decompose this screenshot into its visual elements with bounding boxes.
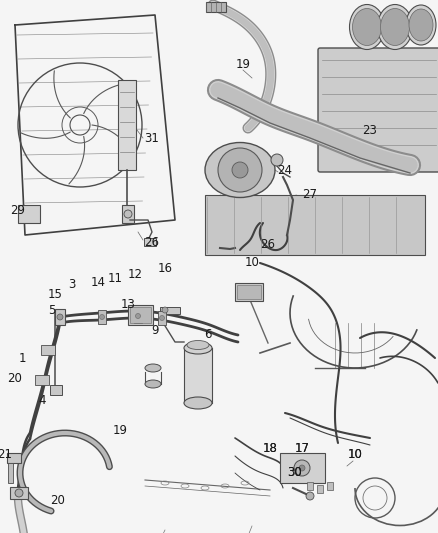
Bar <box>50 385 62 395</box>
Text: 12: 12 <box>127 268 142 280</box>
Ellipse shape <box>409 9 433 41</box>
Text: 6: 6 <box>204 328 212 342</box>
Bar <box>158 311 166 325</box>
Circle shape <box>299 465 305 471</box>
Bar <box>41 345 55 355</box>
Bar <box>237 285 261 299</box>
Text: 20: 20 <box>50 494 65 506</box>
Bar <box>10 487 28 499</box>
Text: 18: 18 <box>262 441 277 455</box>
Text: 27: 27 <box>303 189 318 201</box>
Circle shape <box>57 314 63 320</box>
Circle shape <box>99 314 105 319</box>
Bar <box>280 453 325 483</box>
Text: 5: 5 <box>48 303 56 317</box>
Ellipse shape <box>378 4 413 50</box>
Ellipse shape <box>187 341 209 350</box>
Bar <box>317 485 323 493</box>
Text: 30: 30 <box>288 465 302 479</box>
Text: 29: 29 <box>11 204 25 216</box>
Text: 20: 20 <box>7 372 22 384</box>
Bar <box>205 195 425 255</box>
Circle shape <box>135 313 141 319</box>
Text: 10: 10 <box>348 448 362 462</box>
Bar <box>35 375 49 385</box>
Ellipse shape <box>145 380 161 388</box>
Bar <box>144 238 156 246</box>
Circle shape <box>159 316 165 320</box>
Bar <box>18 205 40 223</box>
Circle shape <box>162 307 168 313</box>
Bar <box>307 482 313 490</box>
Text: 18: 18 <box>262 441 277 455</box>
Text: 19: 19 <box>113 424 127 437</box>
Text: 17: 17 <box>294 441 310 455</box>
Text: 1: 1 <box>18 351 26 365</box>
Bar <box>7 453 21 463</box>
Text: 30: 30 <box>288 465 302 479</box>
Ellipse shape <box>350 4 385 50</box>
Circle shape <box>124 210 132 218</box>
Text: 9: 9 <box>151 324 159 336</box>
Text: 21: 21 <box>0 448 13 462</box>
Text: 23: 23 <box>363 124 378 136</box>
Bar <box>118 80 136 170</box>
Bar <box>122 205 134 223</box>
Circle shape <box>218 148 262 192</box>
Text: 10: 10 <box>244 256 259 270</box>
Bar <box>134 309 142 323</box>
Bar <box>55 309 65 325</box>
Text: 11: 11 <box>107 272 123 286</box>
Text: 26: 26 <box>261 238 276 252</box>
Bar <box>128 305 153 325</box>
Circle shape <box>306 492 314 500</box>
Circle shape <box>271 154 283 166</box>
Bar <box>98 310 106 324</box>
Text: 31: 31 <box>145 132 159 144</box>
Ellipse shape <box>353 9 381 45</box>
Text: 19: 19 <box>236 59 251 71</box>
Text: 16: 16 <box>158 262 173 274</box>
FancyBboxPatch shape <box>318 48 438 172</box>
Bar <box>235 283 263 301</box>
Ellipse shape <box>205 142 275 198</box>
Ellipse shape <box>145 364 161 372</box>
Text: 15: 15 <box>48 288 63 302</box>
Bar <box>160 307 180 314</box>
Ellipse shape <box>184 342 212 354</box>
Circle shape <box>294 460 310 476</box>
Text: 13: 13 <box>120 298 135 311</box>
Circle shape <box>232 162 248 178</box>
Text: 24: 24 <box>278 164 293 176</box>
Text: 26: 26 <box>145 236 159 248</box>
Bar <box>130 307 151 323</box>
Bar <box>184 348 212 403</box>
Circle shape <box>15 489 23 497</box>
Text: 10: 10 <box>348 448 362 462</box>
Bar <box>206 2 226 12</box>
Text: 14: 14 <box>91 276 106 288</box>
Ellipse shape <box>381 9 410 45</box>
Text: 3: 3 <box>68 279 76 292</box>
Bar <box>8 463 13 483</box>
Text: 17: 17 <box>294 441 310 455</box>
Bar <box>327 482 333 490</box>
Text: 4: 4 <box>38 393 46 407</box>
Ellipse shape <box>184 397 212 409</box>
Ellipse shape <box>406 5 436 45</box>
